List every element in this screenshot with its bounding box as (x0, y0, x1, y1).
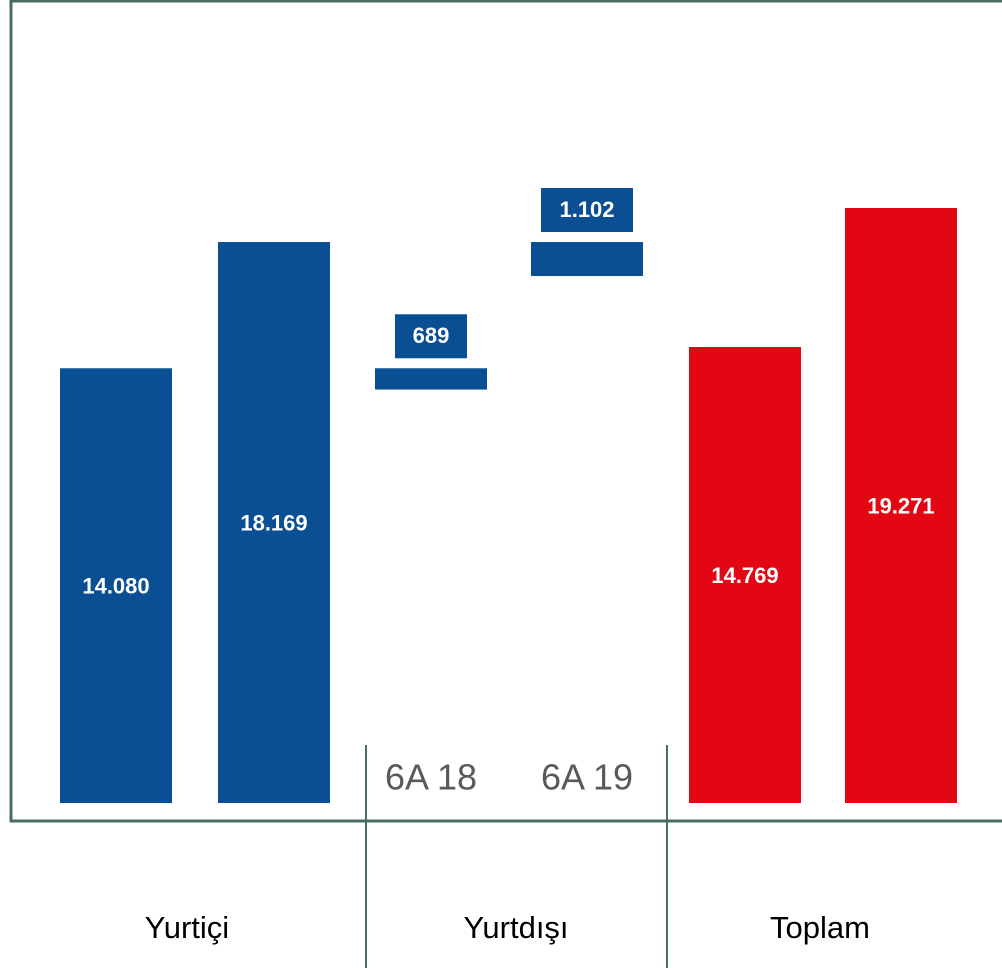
group-label: Toplam (770, 910, 870, 945)
group-label: Yurtdışı (463, 910, 568, 945)
value-label: 19.271 (867, 493, 934, 518)
value-label: 18.169 (240, 510, 307, 535)
value-label-box (395, 314, 467, 359)
bar (845, 208, 957, 803)
bar-segment (375, 368, 487, 390)
bar (689, 347, 801, 803)
x-tick-label: 6A 18 (385, 757, 477, 798)
chart-frame (9, 0, 1002, 823)
value-label: 14.769 (711, 563, 778, 588)
group-label: Yurtiçi (145, 910, 229, 945)
bar-segment (531, 242, 643, 277)
bar (60, 368, 172, 803)
bar (218, 242, 330, 803)
x-tick-label: 6A 19 (541, 757, 633, 798)
value-label: 14.080 (82, 573, 149, 598)
value-label: 689 (413, 323, 450, 348)
value-label-box (541, 188, 633, 233)
value-label: 1.102 (559, 197, 614, 222)
